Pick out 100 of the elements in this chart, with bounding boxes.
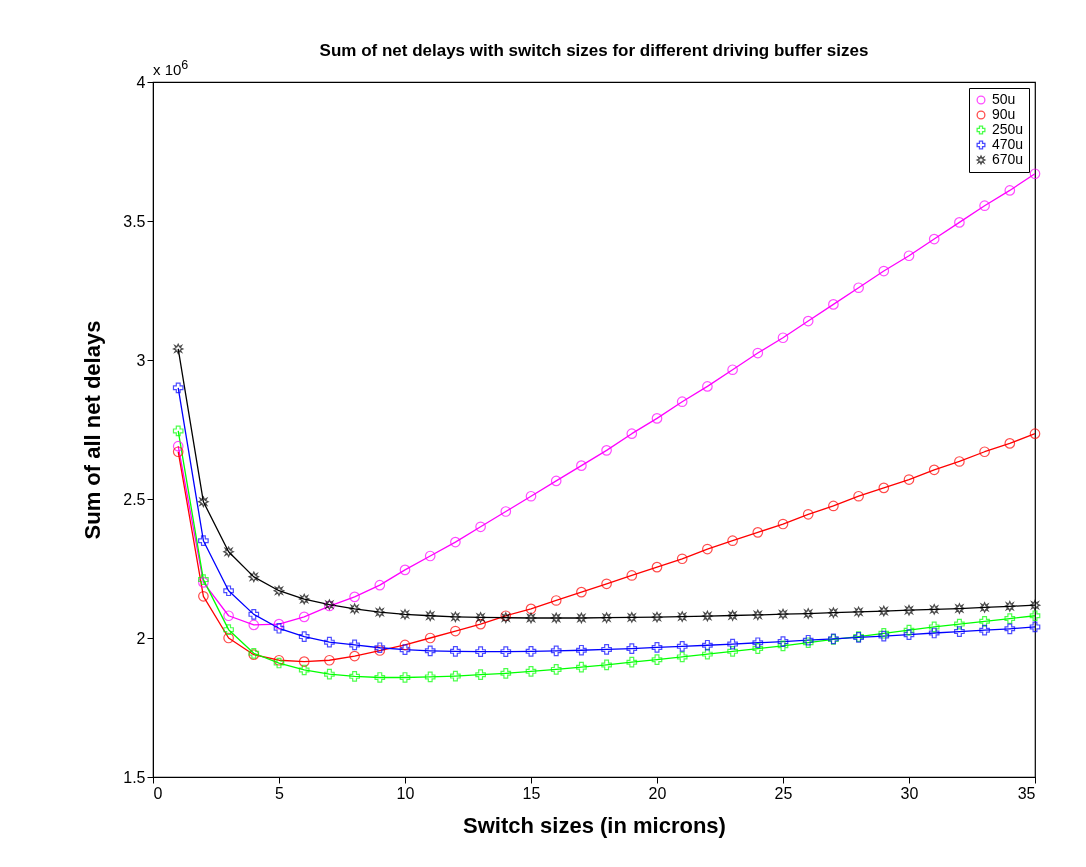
point <box>1029 610 1041 622</box>
point <box>450 646 461 657</box>
point <box>601 644 612 655</box>
point <box>450 670 461 682</box>
point <box>349 639 360 651</box>
legend-label: 250u <box>992 121 1024 137</box>
point <box>727 535 738 547</box>
x-tick-label: 25 <box>774 784 793 802</box>
point <box>727 638 738 650</box>
point <box>651 561 663 573</box>
point <box>349 603 360 615</box>
point <box>525 612 537 624</box>
point <box>399 609 411 620</box>
point <box>576 644 587 656</box>
point <box>928 627 940 639</box>
point <box>954 626 965 637</box>
point <box>702 610 713 622</box>
point <box>374 579 386 591</box>
x-tick-label: 0 <box>153 784 163 802</box>
point <box>450 611 461 623</box>
point <box>651 413 663 424</box>
point <box>273 585 285 597</box>
point <box>979 446 990 458</box>
point <box>828 607 839 619</box>
point <box>954 603 965 614</box>
point <box>324 668 335 680</box>
point <box>475 669 486 681</box>
chart-title: Sum of net delays with switch sizes for different driving buffer sizes <box>319 41 869 60</box>
point <box>1004 600 1016 612</box>
point <box>903 629 915 641</box>
point <box>424 632 436 644</box>
point <box>223 585 234 597</box>
point <box>626 570 638 581</box>
y-tick-label: 3 <box>136 351 146 369</box>
point <box>777 636 789 647</box>
point <box>903 474 915 485</box>
point <box>349 650 360 662</box>
point <box>424 550 436 562</box>
x-axis-title: Switch sizes (in microns) <box>463 812 726 838</box>
point <box>752 527 764 538</box>
point <box>979 615 990 627</box>
x-tick-label: 10 <box>396 784 415 802</box>
point <box>576 460 587 471</box>
point <box>198 535 209 547</box>
point <box>802 315 814 327</box>
point <box>1029 428 1041 439</box>
point <box>298 631 310 642</box>
point <box>298 593 310 605</box>
x-tick-label: 15 <box>522 784 541 802</box>
point <box>802 508 814 520</box>
point <box>727 364 738 376</box>
y-axis-title: Sum of all net delays <box>80 320 106 540</box>
point <box>878 482 890 494</box>
point <box>979 624 990 636</box>
point <box>676 641 688 652</box>
point <box>298 664 310 676</box>
point <box>626 643 638 654</box>
y-tick-label: 2 <box>136 629 146 647</box>
point <box>954 217 965 228</box>
point <box>903 250 915 262</box>
point <box>601 578 612 590</box>
point <box>903 604 915 616</box>
point <box>298 656 310 667</box>
point <box>676 651 688 663</box>
point <box>954 456 965 467</box>
point <box>727 610 738 621</box>
point <box>172 382 184 394</box>
point <box>273 618 285 630</box>
point <box>172 343 184 355</box>
legend-label: 50u <box>992 91 1016 107</box>
point <box>928 464 940 476</box>
point <box>1029 168 1041 180</box>
point <box>223 546 234 558</box>
y-tick-label: 2.5 <box>123 490 146 508</box>
point <box>324 654 335 666</box>
point <box>550 664 562 675</box>
point <box>399 564 411 576</box>
point <box>576 661 587 673</box>
point <box>752 643 764 654</box>
text: x 10$^{6}$ <box>153 58 189 78</box>
point <box>828 500 839 512</box>
point <box>752 609 764 621</box>
point <box>777 608 789 620</box>
point <box>324 636 335 648</box>
point <box>702 543 713 555</box>
point <box>928 233 940 245</box>
point <box>979 602 990 613</box>
point <box>172 425 184 437</box>
point <box>349 591 360 603</box>
point <box>500 667 512 679</box>
point <box>702 381 713 392</box>
point <box>450 625 461 637</box>
point <box>651 642 663 653</box>
point <box>424 671 436 683</box>
point <box>928 604 940 615</box>
point <box>198 590 209 602</box>
point <box>273 622 285 634</box>
point <box>1029 599 1041 611</box>
point <box>424 645 436 657</box>
point <box>1004 613 1016 624</box>
